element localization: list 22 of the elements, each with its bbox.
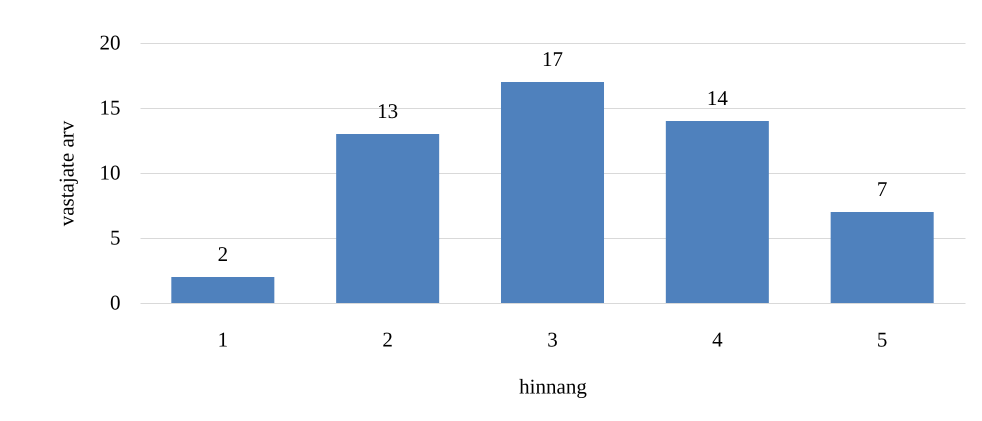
bar bbox=[666, 121, 769, 303]
y-tick-label: 5 bbox=[110, 226, 120, 250]
bar bbox=[336, 134, 440, 303]
x-tick-label: 2 bbox=[382, 328, 393, 352]
data-label: 2 bbox=[218, 242, 228, 266]
y-tick-label: 0 bbox=[110, 290, 120, 314]
bar bbox=[830, 212, 934, 303]
bar bbox=[171, 277, 274, 303]
data-label: 7 bbox=[876, 177, 888, 201]
data-label: 14 bbox=[706, 86, 728, 110]
y-tick-label: 10 bbox=[100, 160, 120, 184]
x-tick-label: 4 bbox=[712, 328, 724, 352]
y-tick-label: 20 bbox=[100, 30, 120, 54]
data-label: 13 bbox=[377, 99, 398, 123]
data-label: 17 bbox=[542, 47, 563, 71]
x-tick-label: 1 bbox=[218, 328, 228, 352]
x-axis-title: hinnang bbox=[519, 374, 588, 398]
x-tick-label: 3 bbox=[547, 328, 558, 352]
y-axis-title: vastajate arv bbox=[54, 120, 78, 226]
bar bbox=[500, 82, 604, 303]
x-tick-label: 5 bbox=[876, 328, 888, 352]
y-tick-label: 15 bbox=[100, 96, 120, 120]
